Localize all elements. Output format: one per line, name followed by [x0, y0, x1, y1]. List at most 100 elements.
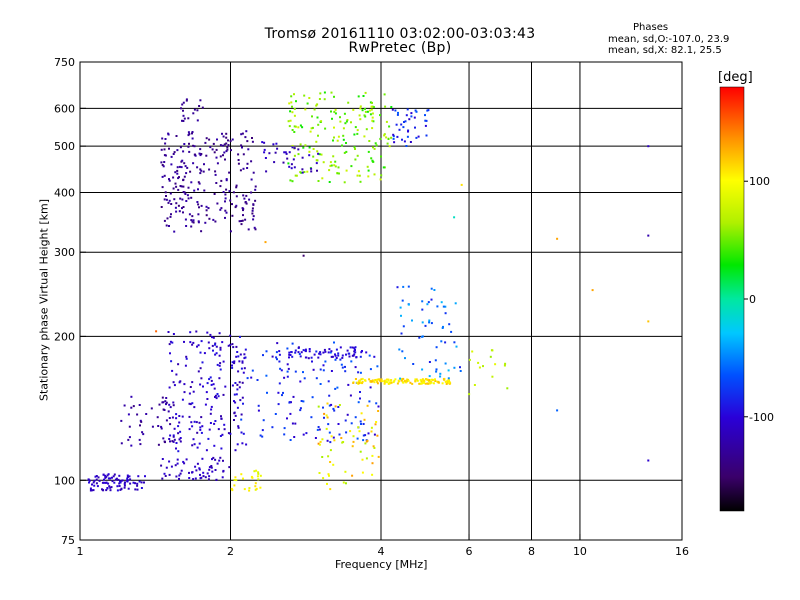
- data-point: [206, 331, 209, 334]
- data-point: [172, 176, 175, 179]
- data-point: [165, 397, 168, 399]
- data-point: [450, 330, 453, 333]
- data-point: [162, 437, 165, 440]
- data-point: [371, 454, 374, 457]
- data-point: [338, 433, 341, 436]
- data-point: [370, 430, 373, 433]
- data-point: [105, 489, 108, 492]
- data-point: [215, 345, 218, 348]
- data-point: [372, 445, 375, 448]
- data-point: [160, 206, 163, 208]
- data-point: [503, 364, 506, 367]
- data-point: [168, 147, 170, 150]
- data-point: [235, 184, 238, 187]
- data-point: [435, 368, 438, 371]
- data-point: [402, 377, 405, 380]
- data-point: [182, 206, 185, 208]
- data-point: [192, 438, 195, 441]
- data-point: [356, 174, 359, 177]
- data-point: [183, 340, 185, 343]
- data-point: [223, 428, 226, 431]
- data-point: [151, 425, 154, 428]
- data-point: [367, 169, 370, 172]
- data-point: [215, 182, 218, 184]
- data-point: [178, 474, 181, 477]
- data-point: [240, 220, 243, 222]
- data-point: [313, 108, 316, 111]
- data-point: [299, 409, 302, 412]
- data-point: [205, 214, 208, 217]
- data-point: [191, 343, 194, 346]
- data-point: [430, 298, 433, 301]
- data-point: [170, 163, 173, 166]
- data-point: [107, 482, 110, 485]
- data-point: [164, 400, 167, 403]
- data-point: [478, 366, 481, 369]
- data-point: [323, 416, 325, 419]
- data-point: [180, 166, 183, 169]
- data-point: [244, 201, 247, 203]
- data-point: [183, 175, 186, 178]
- data-point: [193, 145, 196, 148]
- data-point: [192, 112, 195, 115]
- data-point: [293, 436, 296, 438]
- data-point: [330, 355, 333, 358]
- data-point: [251, 140, 254, 143]
- data-point: [169, 340, 172, 343]
- data-point: [203, 352, 206, 355]
- data-point: [336, 139, 339, 142]
- data-point: [322, 161, 325, 164]
- data-point: [392, 133, 395, 136]
- data-point: [364, 115, 367, 118]
- data-point: [316, 150, 319, 153]
- data-point: [400, 379, 403, 382]
- data-point: [226, 146, 229, 149]
- data-point: [190, 196, 193, 199]
- data-point: [161, 137, 164, 140]
- data-point: [402, 325, 405, 328]
- data-point: [344, 365, 346, 368]
- data-point: [319, 92, 322, 95]
- data-point: [231, 203, 233, 206]
- data-point: [346, 349, 349, 352]
- data-point: [354, 351, 357, 354]
- data-point: [426, 303, 429, 306]
- data-point: [174, 182, 177, 185]
- data-point: [223, 143, 226, 146]
- data-point: [204, 476, 207, 479]
- data-point: [165, 401, 168, 404]
- data-point: [315, 377, 318, 380]
- data-point: [173, 438, 176, 441]
- data-point: [104, 476, 107, 479]
- data-point: [197, 188, 199, 191]
- data-point: [205, 154, 208, 157]
- data-point: [192, 478, 195, 481]
- data-point: [178, 438, 181, 441]
- data-point: [362, 423, 365, 425]
- data-point: [386, 378, 389, 381]
- data-point: [453, 341, 456, 344]
- data-point: [400, 378, 403, 381]
- data-point: [173, 151, 176, 154]
- data-point: [354, 349, 356, 351]
- data-point: [232, 346, 235, 349]
- data-point: [182, 109, 184, 112]
- data-point: [188, 415, 191, 418]
- data-point: [448, 382, 451, 385]
- data-point: [397, 111, 399, 114]
- data-point: [295, 174, 298, 177]
- data-point: [224, 193, 227, 196]
- data-point: [319, 383, 322, 385]
- data-point: [322, 406, 324, 409]
- data-point: [397, 380, 400, 383]
- data-point: [390, 379, 393, 382]
- data-point: [208, 138, 211, 141]
- data-point: [333, 341, 335, 344]
- data-point: [123, 404, 126, 407]
- data-point: [446, 380, 449, 383]
- data-point: [250, 376, 253, 379]
- data-point: [112, 475, 115, 478]
- data-point: [336, 172, 339, 175]
- data-point: [334, 165, 337, 168]
- data-point: [136, 488, 139, 491]
